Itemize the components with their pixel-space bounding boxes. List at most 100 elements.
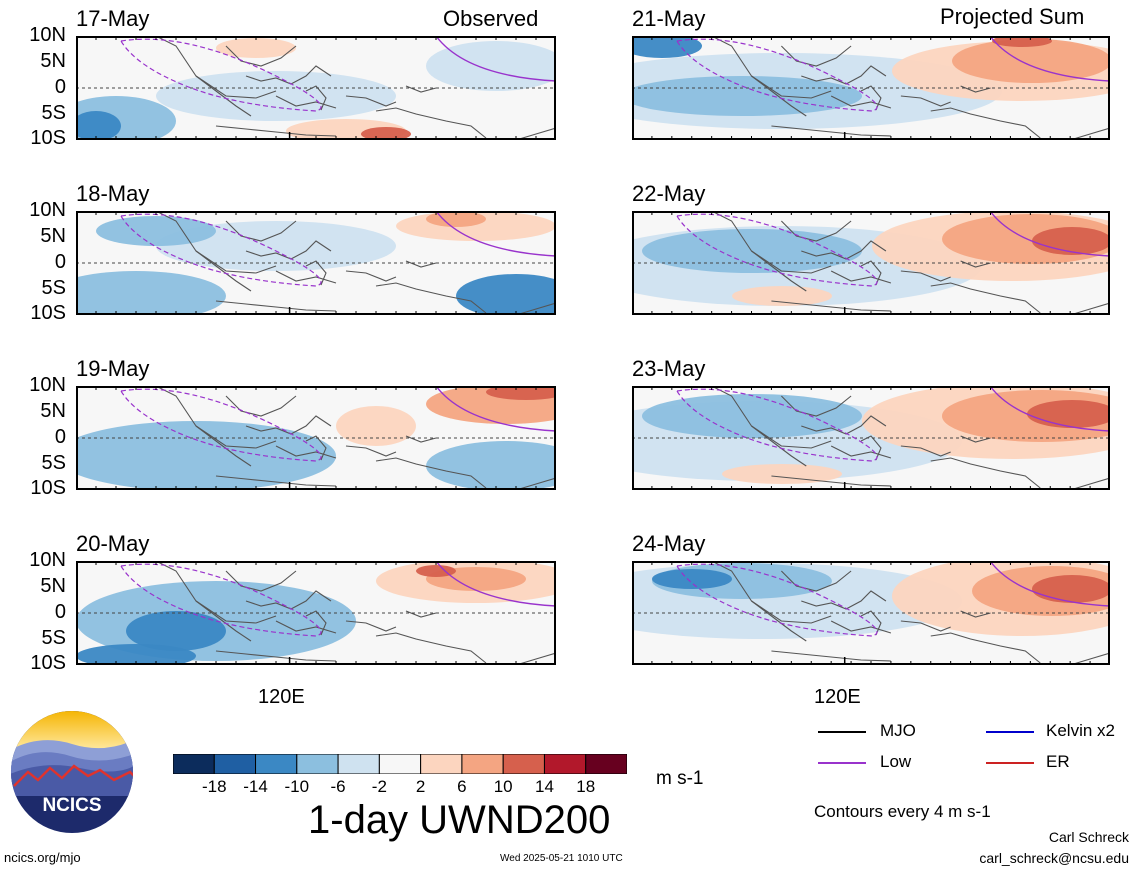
- coastline: [780, 395, 852, 417]
- coastline: [960, 610, 991, 618]
- lat-label-10n: 10N: [29, 24, 66, 46]
- low-contour-positive: [989, 386, 1110, 432]
- colorbar-tick-label: 2: [415, 777, 426, 796]
- map-panel-23-may: [632, 386, 1110, 490]
- coastline: [900, 270, 951, 282]
- anomaly-field: [76, 644, 196, 665]
- colorbar-tick-label: 10: [493, 777, 513, 796]
- contours-note: Contours every 4 m s-1: [814, 802, 991, 821]
- lat-label-5s: 5S: [41, 102, 66, 124]
- colorbar-swatch: [255, 754, 298, 774]
- lat-label-0: 0: [54, 76, 66, 98]
- anomaly-field: [486, 386, 556, 400]
- panel-date-right-3: 23-May: [632, 356, 706, 381]
- coastline: [830, 445, 892, 459]
- coastline: [830, 95, 892, 109]
- coastline: [780, 570, 852, 592]
- colorbar-swatch: [543, 754, 587, 774]
- lat-label-10n: 10N: [29, 374, 66, 396]
- colorbar-tick-label: -2: [371, 777, 387, 796]
- anomaly-field: [76, 271, 226, 315]
- coastline: [771, 650, 891, 662]
- lat-label-10s: 10S: [30, 302, 66, 324]
- lon-label-right: 120E: [814, 686, 861, 708]
- map-panel-21-may: [632, 36, 1110, 140]
- anomaly-field: [156, 221, 396, 271]
- legend-line-mjo: [818, 731, 866, 733]
- lat-label-0: 0: [54, 426, 66, 448]
- low-contour-positive: [435, 36, 556, 82]
- author-email[interactable]: carl_schreck@ncsu.edu: [979, 850, 1129, 866]
- lat-label-5n: 5N: [40, 225, 66, 247]
- anomaly-field: [426, 441, 556, 490]
- coastline: [275, 445, 337, 459]
- anomaly-field: [76, 111, 121, 140]
- low-contour-negative: [120, 38, 322, 112]
- low-contour-positive: [435, 386, 556, 432]
- low-contour-positive: [435, 561, 556, 607]
- anomaly-field: [126, 611, 226, 651]
- coastline: [960, 435, 991, 443]
- coastline: [155, 386, 277, 449]
- colorbar-swatch: [337, 754, 380, 774]
- colorbar-swatch: [420, 754, 463, 774]
- anomaly-field: [1032, 575, 1110, 603]
- coastline: [375, 632, 487, 664]
- lat-label-5s: 5S: [41, 627, 66, 649]
- low-contour-positive: [435, 211, 556, 257]
- coastline: [225, 45, 297, 67]
- coastline: [405, 610, 437, 618]
- map-panel-18-may: [76, 211, 556, 315]
- anomaly-field: [426, 41, 556, 91]
- logo-text: NCICS: [42, 795, 101, 816]
- map-frame: [632, 561, 1110, 665]
- site-link[interactable]: ncics.org/mjo: [4, 850, 81, 865]
- lat-label-10s: 10S: [30, 652, 66, 674]
- colorbar-tick-label: -14: [243, 777, 268, 796]
- coastline: [375, 457, 487, 489]
- coastline: [225, 395, 297, 417]
- coastline: [900, 620, 951, 632]
- low-contour-positive: [989, 211, 1110, 257]
- observed-title: Observed: [443, 6, 539, 31]
- legend-line-low: [818, 762, 866, 764]
- coastline: [345, 270, 397, 282]
- colorbar-tick-label: -18: [201, 777, 227, 796]
- coastline: [345, 620, 397, 632]
- coastline: [930, 457, 1041, 489]
- map-frame: [632, 36, 1110, 140]
- coastline: [215, 300, 337, 312]
- coastline: [830, 620, 892, 634]
- legend-line-kelvin: [986, 731, 1034, 733]
- anomaly-field: [426, 211, 486, 227]
- colorbar-tick-label: 14: [534, 777, 554, 796]
- coastline: [801, 65, 887, 85]
- coastline: [405, 435, 437, 443]
- coastline: [215, 650, 337, 662]
- coastline: [405, 260, 437, 268]
- anomaly-field: [456, 274, 556, 315]
- coastline: [900, 95, 951, 107]
- map-panel-24-may: [632, 561, 1110, 665]
- anomaly-field: [652, 569, 732, 589]
- lat-label-0: 0: [54, 251, 66, 273]
- coastline: [930, 282, 1041, 314]
- lat-label-10n: 10N: [29, 549, 66, 571]
- coastline: [780, 45, 852, 67]
- map-frame: [632, 386, 1110, 490]
- low-contour-negative: [120, 388, 322, 462]
- colorbar-swatch: [461, 754, 504, 774]
- coastline: [960, 260, 991, 268]
- coastline: [225, 220, 297, 242]
- lat-label-10s: 10S: [30, 127, 66, 149]
- ncics-logo: NCICS: [11, 711, 133, 833]
- coastline: [275, 270, 337, 284]
- panel-date-right-1: 21-May: [632, 6, 706, 31]
- coastline: [960, 85, 991, 93]
- anomaly-field: [336, 406, 416, 446]
- lat-label-10n: 10N: [29, 199, 66, 221]
- map-frame: [76, 36, 556, 140]
- anomaly-field: [952, 39, 1110, 83]
- lat-label-5n: 5N: [40, 400, 66, 422]
- coastline: [215, 125, 337, 137]
